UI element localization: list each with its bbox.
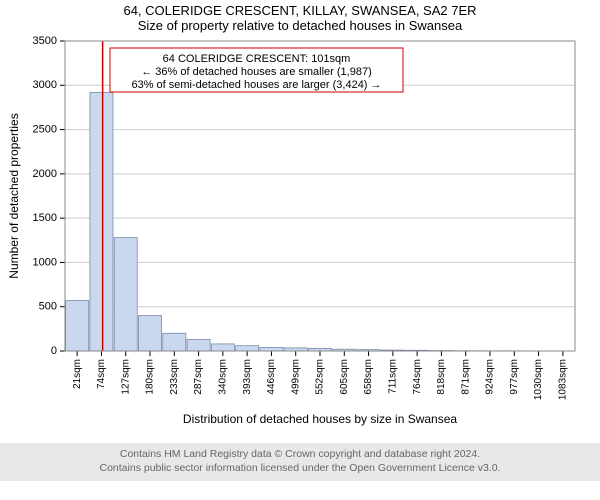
x-tick-label: 1030sqm [533, 359, 544, 400]
y-tick-label: 1000 [33, 256, 57, 268]
x-tick-label: 871sqm [460, 359, 471, 395]
x-tick-label: 977sqm [509, 359, 520, 395]
x-tick-label: 393sqm [242, 359, 253, 395]
x-tick-label: 658sqm [363, 359, 374, 395]
x-tick-label: 446sqm [266, 359, 277, 395]
chart-area: 0 500 1000 1500 2000 2500 3000 3500 21sqm 74sqm 12… [0, 33, 600, 443]
x-tick-label: 764sqm [412, 359, 423, 395]
y-axis-label: Number of detached properties [7, 113, 21, 278]
x-tick-label: 21sqm [72, 359, 83, 389]
footer: Contains HM Land Registry data © Crown c… [0, 443, 600, 481]
x-tick-label: 233sqm [169, 359, 180, 395]
y-tick-label: 0 [51, 345, 57, 357]
histogram-bar [163, 333, 186, 351]
x-tick-label: 180sqm [145, 359, 156, 395]
x-tick-label: 127sqm [120, 359, 131, 395]
title-block: 64, COLERIDGE CRESCENT, KILLAY, SWANSEA,… [0, 0, 600, 33]
histogram-bar [138, 316, 161, 351]
histogram-bar [260, 347, 283, 351]
x-tick-label: 74sqm [96, 359, 107, 389]
sub-title: Size of property relative to detached ho… [0, 18, 600, 33]
y-tick-label: 2000 [33, 168, 57, 180]
callout-line-2: ← 36% of detached houses are smaller (1,… [141, 66, 372, 78]
x-tick-label: 552sqm [315, 359, 326, 395]
histogram-bar [236, 346, 259, 351]
footer-line-2: Contains public sector information licen… [0, 462, 600, 476]
main-title: 64, COLERIDGE CRESCENT, KILLAY, SWANSEA,… [0, 3, 600, 18]
x-tick-label: 711sqm [387, 359, 398, 394]
x-tick-label: 924sqm [485, 359, 496, 395]
y-tick-label: 500 [39, 301, 57, 313]
histogram-bar [211, 344, 234, 351]
x-tick-label: 818sqm [436, 359, 447, 395]
y-tick-label: 3000 [33, 79, 57, 91]
footer-line-1: Contains HM Land Registry data © Crown c… [0, 448, 600, 462]
x-tick-label: 340sqm [217, 359, 228, 395]
y-tick-label: 1500 [33, 212, 57, 224]
y-tick-label: 3500 [33, 35, 57, 47]
histogram-bar [187, 339, 210, 351]
x-tick-label: 287sqm [193, 359, 204, 395]
histogram-bar [66, 301, 89, 351]
y-tick-label: 2500 [33, 123, 57, 135]
x-axis-label: Distribution of detached houses by size … [183, 412, 457, 426]
histogram-bar [90, 92, 113, 351]
x-tick-label: 605sqm [339, 359, 350, 395]
callout-line-3: 63% of semi-detached houses are larger (… [131, 79, 381, 91]
x-tick-label: 1083sqm [557, 359, 568, 400]
callout-line-1: 64 COLERIDGE CRESCENT: 101sqm [163, 53, 351, 65]
x-tick-label: 499sqm [290, 359, 301, 395]
histogram-bar [114, 238, 137, 351]
histogram-svg: 0 500 1000 1500 2000 2500 3000 3500 21sqm 74sqm 12… [0, 33, 600, 443]
